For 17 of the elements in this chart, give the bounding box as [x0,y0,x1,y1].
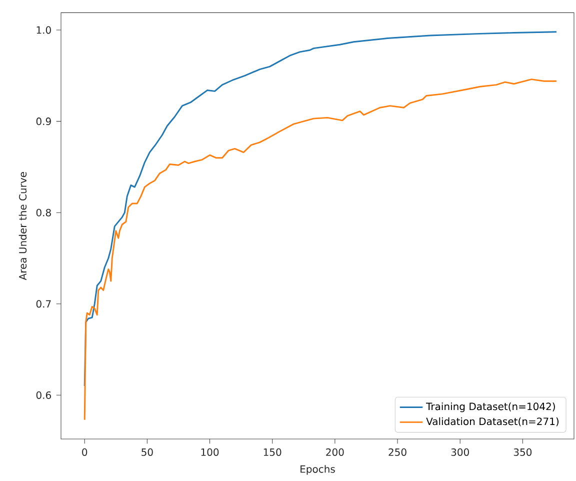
legend-label: Training Dataset(n=1042) [426,402,555,412]
x-axis-title: Epochs [300,465,335,475]
x-tick-label: 250 [388,448,406,456]
x-tick-label: 100 [201,448,219,456]
x-tick-label: 300 [451,448,469,456]
x-tick-label: 0 [82,448,88,456]
y-axis-title: Area Under the Curve [18,172,27,280]
x-tick-label: 150 [264,448,282,456]
y-tick-label: 0.6 [36,391,51,399]
x-tick-label: 200 [326,448,344,456]
y-tick-label: 1.0 [36,26,51,34]
x-tick-label: 50 [142,448,153,456]
legend-label: Validation Dataset(n=271) [426,417,558,426]
y-tick-label: 0.7 [36,300,51,308]
y-tick-label: 0.9 [36,118,51,126]
y-tick-label: 0.8 [36,208,51,216]
x-tick-label: 350 [514,448,532,456]
